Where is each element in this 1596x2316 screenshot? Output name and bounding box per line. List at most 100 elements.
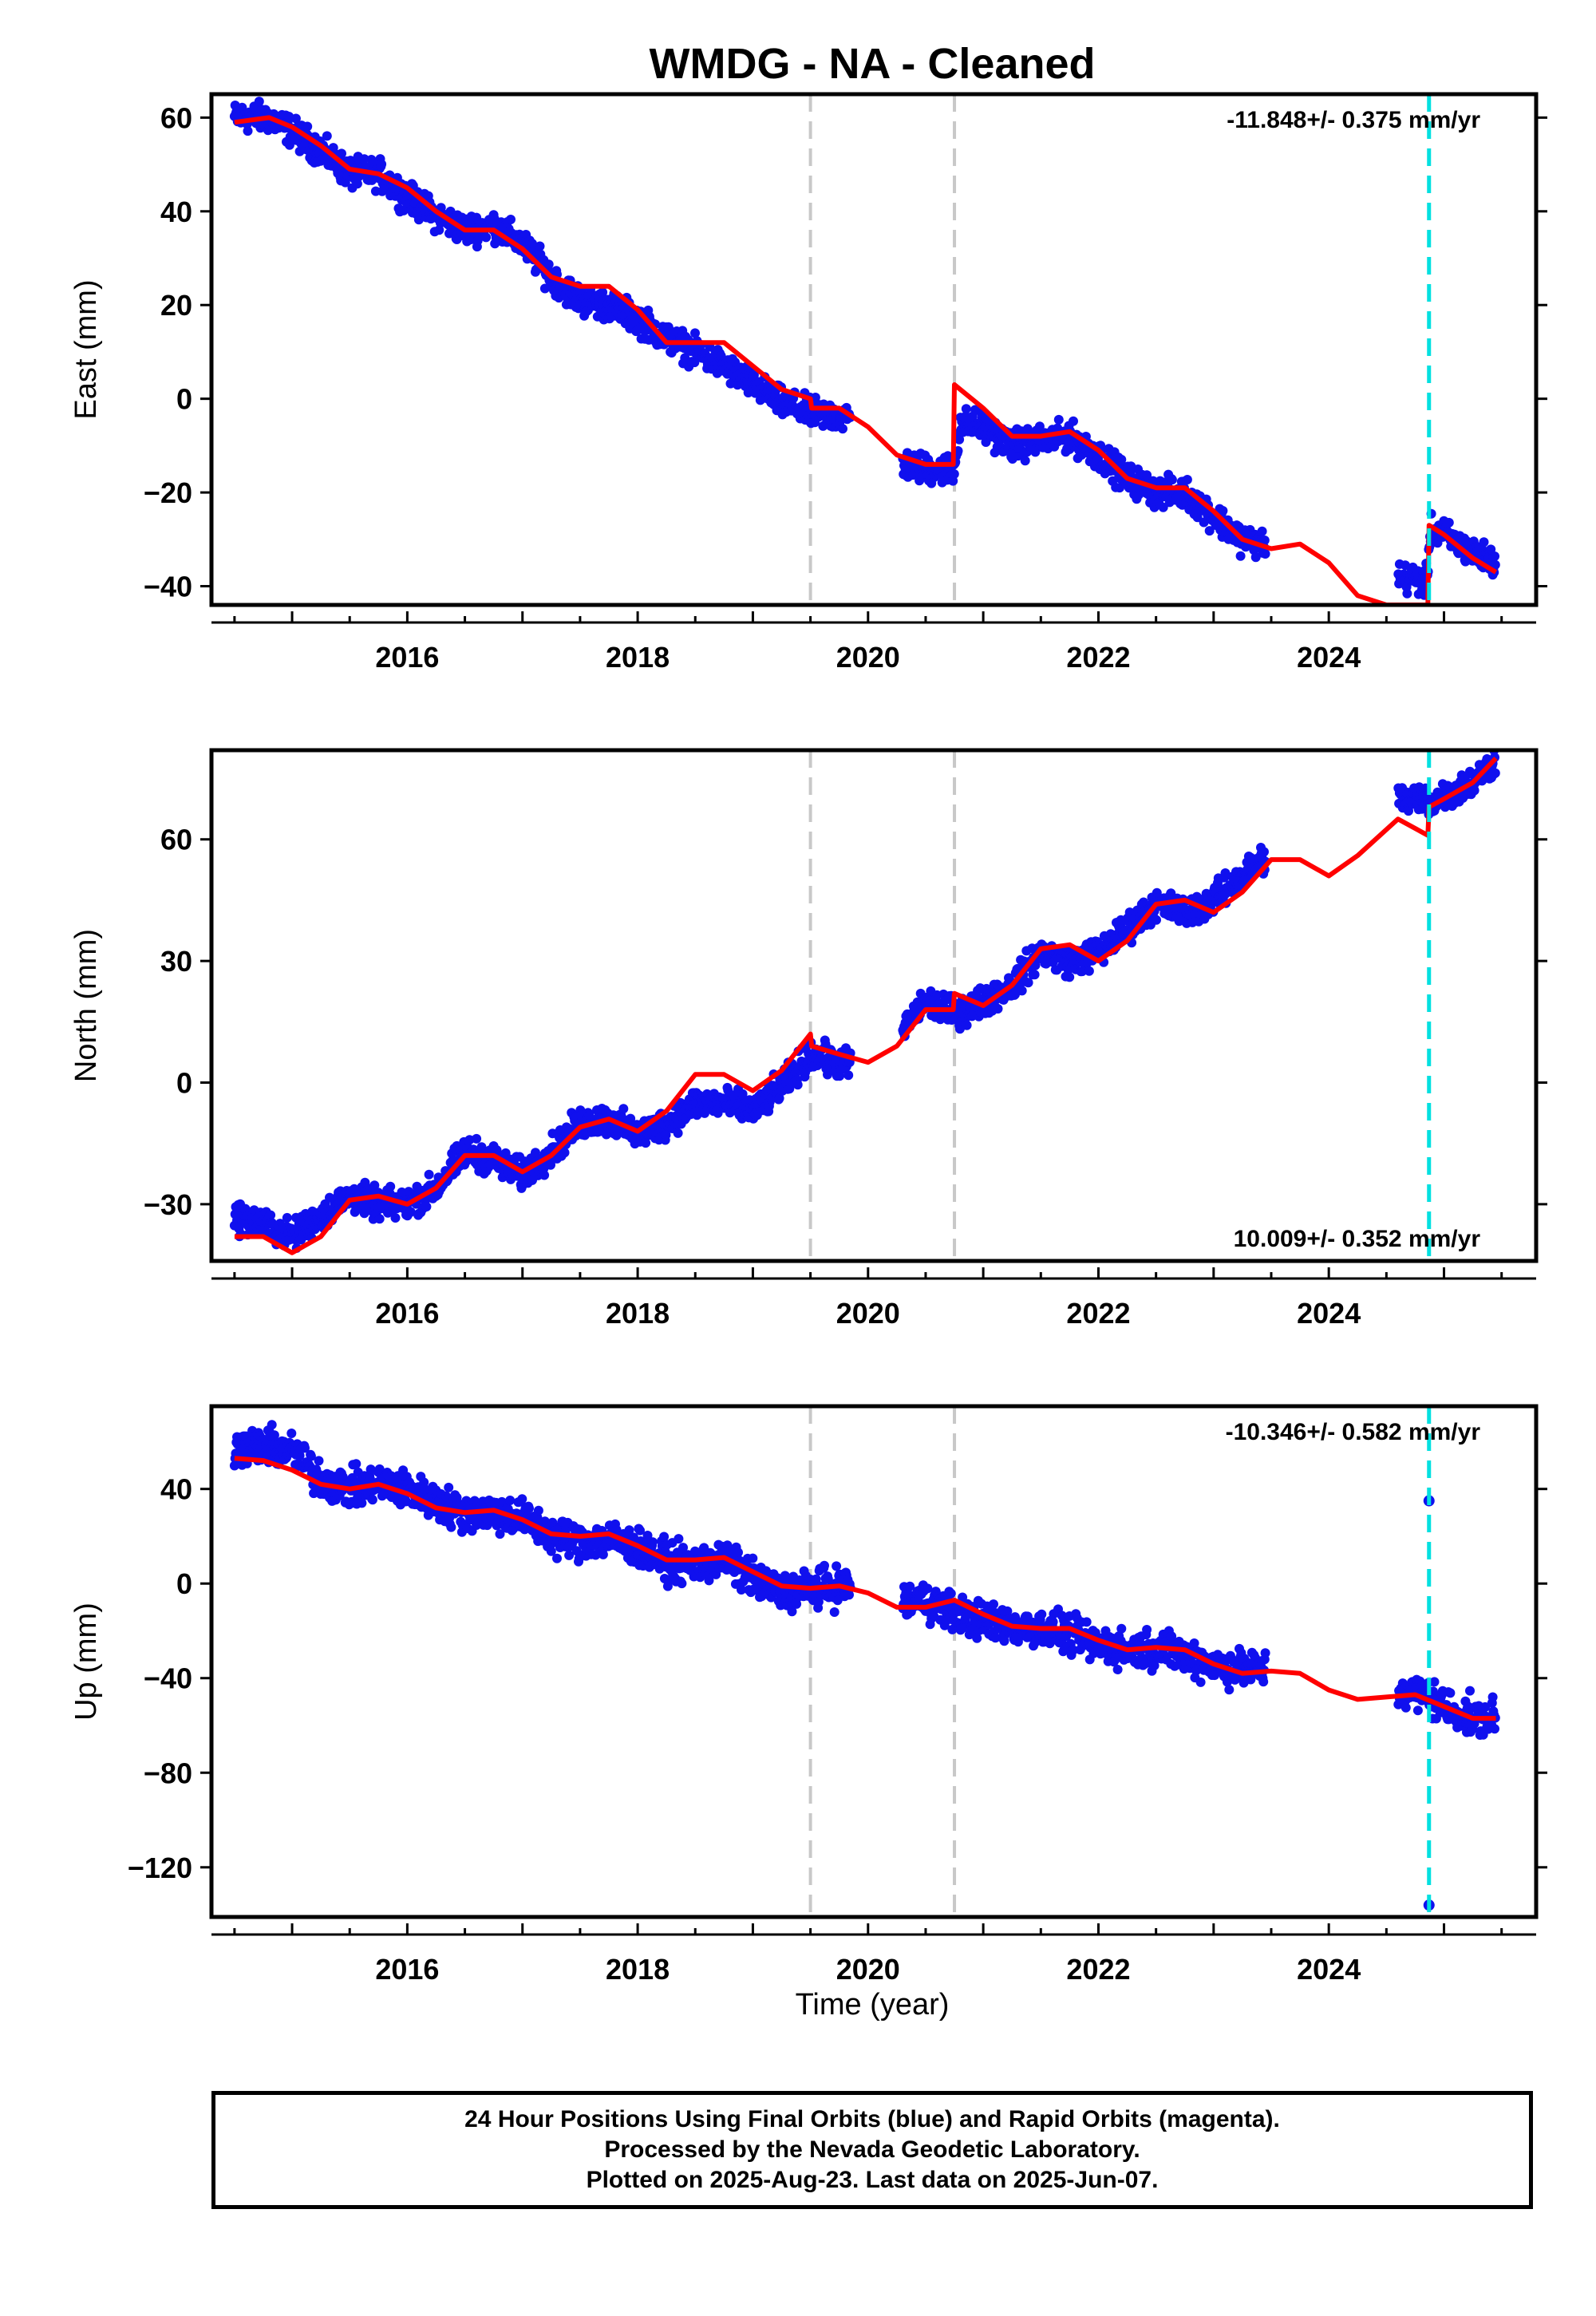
data-point-1560 — [1402, 588, 1412, 599]
data-point-480 — [533, 1505, 543, 1516]
y-tick-label: 0 — [176, 383, 192, 416]
data-point-918 — [811, 1574, 821, 1584]
data-point-1074 — [962, 1020, 972, 1030]
data-point-1116 — [989, 1599, 998, 1610]
data-point-121 — [306, 1451, 316, 1461]
data-point-489 — [539, 1170, 550, 1180]
data-point-1012 — [922, 1583, 933, 1594]
data-point-397 — [481, 232, 492, 243]
data-point-969 — [843, 1070, 854, 1081]
y-tick-label: −20 — [144, 476, 192, 509]
data-point-0 — [229, 1460, 239, 1471]
data-point-1543 — [1259, 847, 1269, 857]
data-point-382 — [472, 1133, 482, 1144]
data-points — [229, 1420, 1500, 1740]
data-point-630 — [629, 1532, 638, 1543]
data-point-1312 — [1112, 1665, 1123, 1674]
data-point-435 — [505, 1496, 516, 1505]
data-point-1219 — [1053, 414, 1064, 425]
data-point-818 — [748, 1553, 758, 1563]
data-point-1161 — [1017, 986, 1027, 996]
data-point-727 — [690, 328, 700, 338]
data-point-802 — [737, 1089, 748, 1099]
data-point-660 — [647, 1537, 658, 1547]
data-points — [229, 97, 1500, 600]
data-point-1397 — [1167, 1631, 1177, 1642]
data-point-1506 — [1235, 551, 1246, 561]
data-point-1681 — [1479, 537, 1489, 547]
data-point-706 — [677, 1579, 687, 1589]
data-point-1236 — [1065, 972, 1075, 982]
data-point-1090 — [972, 1633, 982, 1643]
data-point-111 — [300, 1443, 310, 1453]
data-point-952 — [832, 1595, 843, 1606]
data-point-880 — [787, 1607, 797, 1617]
model-fit-line — [234, 757, 1498, 1255]
data-point-12 — [237, 102, 247, 113]
data-point-500 — [546, 1546, 556, 1556]
data-point-528 — [564, 1550, 575, 1560]
data-point-640 — [635, 1525, 645, 1535]
y-tick-label: 20 — [160, 289, 192, 322]
x-tick-label: 2016 — [375, 1297, 439, 1330]
x-tick-label: 2016 — [375, 641, 439, 674]
data-point-419 — [495, 1529, 505, 1539]
data-point-218 — [367, 1495, 377, 1505]
data-point-1626 — [1444, 517, 1454, 528]
data-point-21 — [243, 126, 253, 136]
data-point-1358 — [1142, 470, 1152, 480]
data-point-860 — [774, 1093, 784, 1104]
data-point-1242 — [1069, 1645, 1078, 1655]
data-point-1210 — [1048, 1617, 1058, 1627]
rate-annotation: -11.848+/- 0.375 mm/yr — [1227, 107, 1480, 133]
data-point-1318 — [1116, 1623, 1127, 1634]
data-point-795 — [733, 1547, 743, 1558]
data-point-1698 — [1490, 551, 1499, 561]
data-point-1242 — [1069, 416, 1078, 426]
data-point-307 — [424, 1169, 434, 1180]
data-point-221 — [369, 1180, 380, 1191]
x-tick-label: 2024 — [1297, 1297, 1361, 1330]
data-point-115 — [302, 121, 313, 132]
data-point-1062 — [954, 434, 965, 445]
data-point-1433 — [1189, 1638, 1199, 1648]
data-point-681 — [661, 1130, 671, 1140]
data-point-984 — [905, 1581, 915, 1591]
data-point-800 — [737, 1585, 746, 1595]
data-point-678 — [659, 1531, 670, 1542]
data-point-1457 — [1204, 526, 1215, 536]
data-point-146 — [322, 131, 332, 141]
data-point-323 — [434, 225, 444, 235]
data-point-246 — [385, 1181, 396, 1192]
data-point-1263 — [1081, 1617, 1092, 1627]
data-point-917 — [810, 393, 820, 402]
x-tick-label: 2018 — [606, 1297, 670, 1330]
data-point-1422 — [1182, 475, 1192, 484]
data-point-700 — [673, 1128, 683, 1138]
data-point-1049 — [946, 1588, 956, 1599]
data-point-1544 — [1259, 536, 1270, 545]
x-tick-label: 2022 — [1066, 1297, 1130, 1330]
y-tick-label: 0 — [176, 1067, 192, 1100]
y-axis-label: North (mm) — [69, 929, 103, 1082]
data-point-1181 — [1029, 970, 1040, 980]
data-point-1073 — [961, 404, 971, 414]
data-point-581 — [598, 287, 608, 298]
y-tick-label: −40 — [144, 571, 192, 603]
data-point-83 — [282, 1212, 292, 1223]
data-point-39 — [254, 97, 264, 107]
data-point-59 — [267, 1420, 277, 1430]
data-point-1166 — [1020, 456, 1030, 466]
data-point-1182 — [1030, 960, 1041, 970]
data-point-338 — [444, 1482, 454, 1492]
data-point-947 — [829, 1607, 839, 1617]
data-point-1138 — [1002, 1606, 1013, 1616]
data-point-1540 — [1257, 526, 1267, 536]
data-point-1054 — [949, 469, 959, 479]
data-point-1398 — [1167, 475, 1177, 485]
data-point-931 — [820, 1560, 829, 1571]
data-point-1192 — [1037, 1609, 1047, 1619]
data-point-1373 — [1152, 915, 1161, 925]
